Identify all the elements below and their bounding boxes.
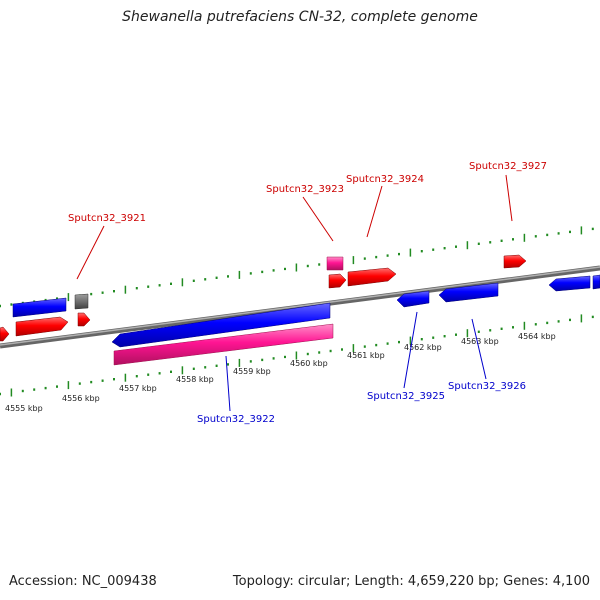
scale-label: 4563 kbp (461, 337, 499, 346)
genome-title: Shewanella putrefaciens CN-32, complete … (122, 9, 478, 25)
forward-gene-arrow[interactable] (0, 326, 10, 342)
leader-line (471, 318, 487, 380)
gene-label-forward[interactable]: Sputcn32_3921 (68, 213, 146, 224)
leader-line (403, 311, 418, 389)
leader-line (76, 225, 105, 280)
reverse-gene-arrow[interactable] (592, 274, 600, 290)
leader-line (505, 174, 513, 222)
forward-gene-arrow[interactable] (503, 254, 527, 269)
reverse-genes[interactable] (12, 274, 600, 348)
gene-label-reverse[interactable]: Sputcn32_3925 (367, 391, 445, 402)
forward-gene-arrow[interactable] (347, 267, 397, 287)
scale-label: 4560 kbp (290, 359, 328, 368)
scale-label: 4558 kbp (176, 375, 214, 384)
genome-axis-highlight (0, 266, 600, 346)
reverse-gene-arrow[interactable] (548, 275, 591, 292)
forward-gene-arrow[interactable] (328, 273, 347, 289)
scale-label: 4562 kbp (404, 343, 442, 352)
scale-label: 4555 kbp (5, 404, 43, 413)
scale-label: 4557 kbp (119, 384, 157, 393)
gene-label-reverse[interactable]: Sputcn32_3926 (448, 381, 526, 392)
genome-axis (0, 265, 600, 349)
forward-gene-arrow[interactable] (77, 312, 91, 327)
genome-summary-text: Topology: circular; Length: 4,659,220 bp… (232, 574, 590, 589)
gene-label-forward[interactable]: Sputcn32_3924 (346, 174, 424, 185)
scale-label: 4559 kbp (233, 367, 271, 376)
forward-gene-arrow[interactable] (15, 316, 69, 337)
rna-gene-arrow[interactable] (113, 323, 334, 366)
rna-genes[interactable] (113, 256, 344, 366)
reverse-gene-arrow[interactable] (111, 302, 331, 348)
pseudo-genes[interactable] (74, 293, 89, 310)
forward-genes[interactable] (0, 254, 527, 342)
reverse-gene-arrow[interactable] (12, 297, 67, 318)
scale-label: 4556 kbp (62, 394, 100, 403)
reverse-gene-arrow[interactable] (438, 282, 499, 303)
leader-line (366, 185, 383, 238)
gene-labels: Sputcn32_3921 Sputcn32_3923 Sputcn32_392… (68, 161, 547, 425)
scale-labels: 4555 kbp 4556 kbp 4557 kbp 4558 kbp 4559… (5, 332, 556, 413)
gene-label-forward[interactable]: Sputcn32_3927 (469, 161, 547, 172)
label-leaders (76, 174, 513, 412)
leader-line (302, 196, 334, 242)
scale-label: 4564 kbp (518, 332, 556, 341)
reverse-gene-arrow[interactable] (396, 290, 430, 308)
lower-tick-row (0, 314, 594, 397)
gene-label-reverse[interactable]: Sputcn32_3922 (197, 414, 275, 425)
scale-label: 4561 kbp (347, 351, 385, 360)
leader-line (225, 355, 231, 412)
pseudo-gene-box[interactable] (74, 293, 89, 310)
gene-label-forward[interactable]: Sputcn32_3923 (266, 184, 344, 195)
accession-text: Accession: NC_009438 (9, 574, 157, 589)
rna-gene-arrow[interactable] (326, 256, 344, 271)
